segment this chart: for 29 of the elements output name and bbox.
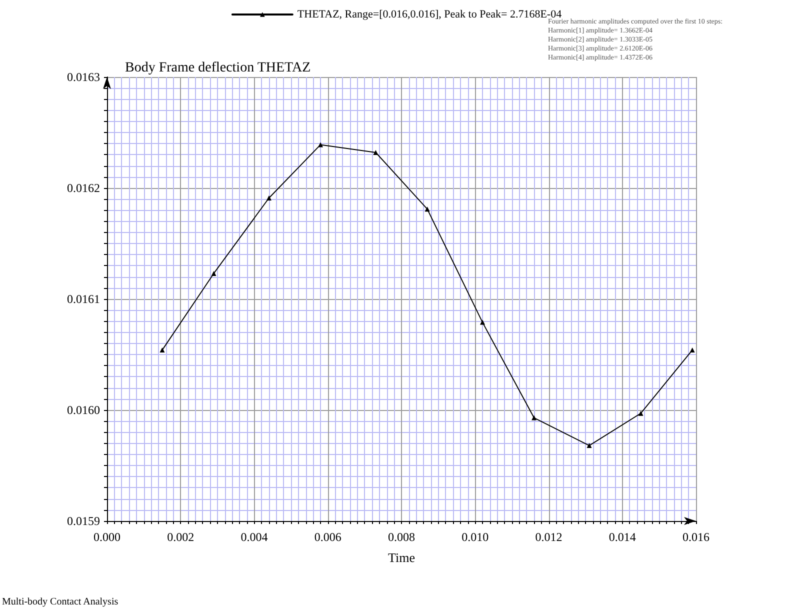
point — [532, 415, 537, 420]
point — [266, 195, 272, 200]
x-tick-label: 0.006 — [314, 530, 342, 544]
x-tick-label: 0.016 — [682, 530, 710, 544]
point — [211, 270, 216, 276]
point — [318, 142, 324, 148]
point — [424, 206, 430, 212]
x-tick-label: 0.014 — [608, 530, 636, 544]
y-tick-label: 0.0159 — [67, 514, 100, 528]
x-axis-title: Time — [388, 550, 416, 565]
x-tick-label: 0.008 — [388, 530, 415, 544]
x-tick-label: 0.000 — [94, 530, 120, 544]
text: Multi-body Contact Analysis — [2, 596, 118, 608]
point — [638, 410, 644, 416]
chart-title: Body Frame deflection THETAZ — [125, 60, 311, 76]
y-tick-label: 0.0160 — [67, 403, 100, 417]
y-tick-label: 0.0162 — [67, 181, 100, 195]
x-tick-label: 0.010 — [462, 530, 489, 544]
point — [480, 320, 485, 325]
point — [690, 348, 695, 353]
text: THETAZ, Range=[0.016,0.016], Peak to Peak= 2.7168E-04 — [297, 8, 562, 20]
x-tick-label: 0.012 — [535, 530, 562, 544]
y-tick-label: 0.0161 — [67, 292, 100, 306]
x-tick-label: 0.002 — [167, 530, 194, 544]
point — [160, 348, 165, 353]
x-tick-label: 0.004 — [240, 530, 268, 544]
point — [373, 150, 378, 155]
y-tick-label: 0.0163 — [67, 70, 100, 84]
point — [586, 443, 592, 448]
